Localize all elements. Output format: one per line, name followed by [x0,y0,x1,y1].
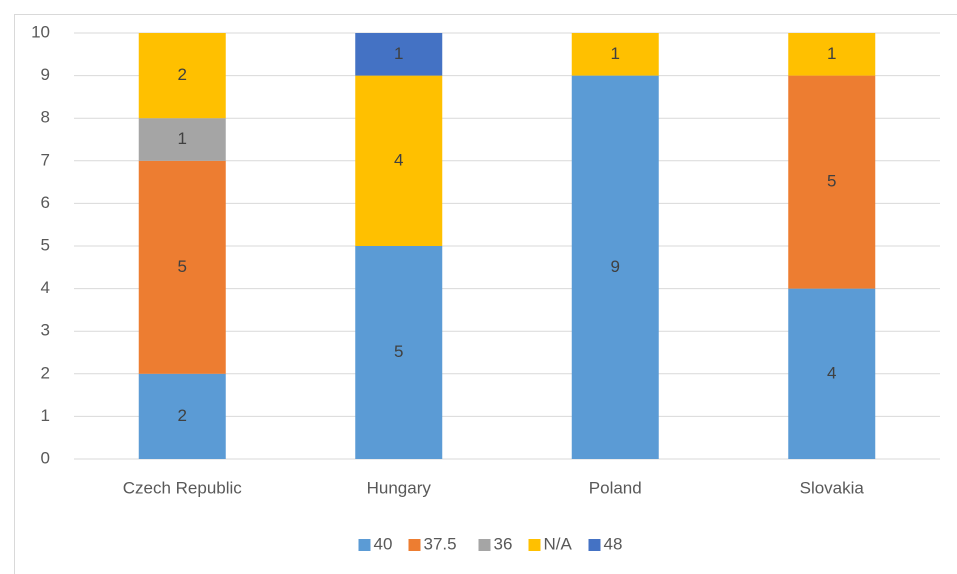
legend-label: N/A [544,534,573,553]
bar-segment [788,288,876,459]
bar-segment [138,33,226,119]
y-tick-label: 1 [41,406,50,425]
legend-swatch [528,539,541,551]
bar-segment [355,75,443,246]
bar-segment [138,160,226,374]
legend-swatch [408,539,421,551]
data-label: 4 [827,363,836,382]
bar-segment [788,33,876,76]
y-tick-label: 8 [41,108,50,127]
data-label: 9 [611,257,620,276]
y-tick-label: 7 [41,150,50,169]
bar-segment [571,33,659,76]
data-label: 5 [394,342,403,361]
x-tick-label: Slovakia [800,478,865,497]
legend-label: 40 [374,534,393,553]
bar-segment [788,75,876,289]
x-tick-label: Hungary [367,478,432,497]
y-tick-label: 10 [31,22,50,41]
bar-segment [571,75,659,459]
bar-segment [138,118,226,161]
bar-segment [355,33,443,76]
x-tick-label: Czech Republic [123,478,243,497]
data-label: 1 [178,129,187,148]
x-tick-label: Poland [589,478,642,497]
y-tick-label: 4 [41,278,50,297]
y-tick-label: 6 [41,193,50,212]
data-label: 1 [827,44,836,63]
data-label: 1 [611,44,620,63]
y-tick-label: 0 [41,448,50,467]
legend-label: 37.5 [424,534,457,553]
data-label: 2 [178,406,187,425]
chart-frame [14,14,957,574]
y-tick-label: 9 [41,65,50,84]
bar-segment [355,246,443,459]
legend-label: 48 [604,534,623,553]
y-tick-label: 2 [41,363,50,382]
data-label: 5 [178,257,187,276]
data-label: 4 [394,150,403,169]
bar-segment [138,373,226,459]
data-label: 1 [394,44,403,63]
legend-swatch [358,539,371,551]
y-tick-label: 5 [41,235,50,254]
data-label: 2 [178,65,187,84]
data-label: 5 [827,172,836,191]
legend-swatch [478,539,491,551]
legend-swatch [588,539,601,551]
legend-label: 36 [494,534,513,553]
y-tick-label: 3 [41,321,50,340]
